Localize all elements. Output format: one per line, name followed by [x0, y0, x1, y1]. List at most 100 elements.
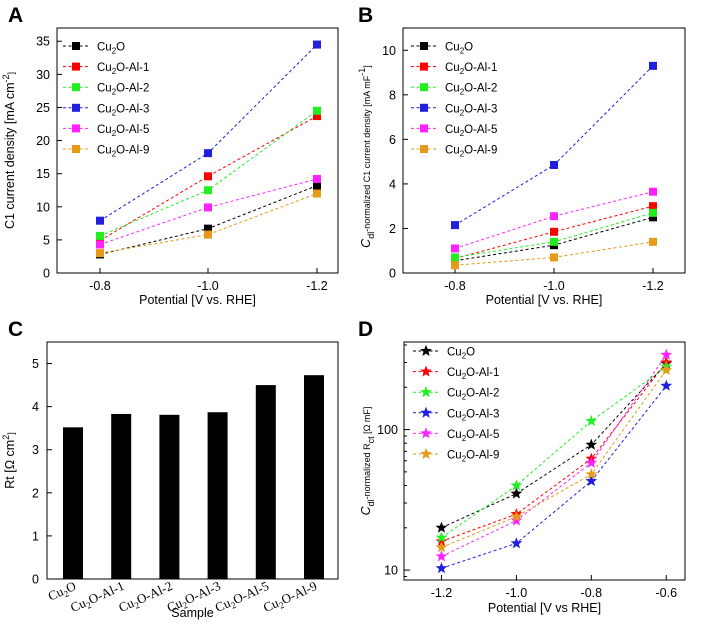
text-part: -1 [357, 68, 367, 76]
y-tick-label: 0 [43, 267, 50, 281]
x-tick-label-5: Cu2O-Al-9 [261, 578, 320, 617]
legend-marker-Cu2O-Al-5 [72, 124, 80, 133]
y-tick-label: 20 [36, 134, 50, 148]
series-line-Cu2O-Al-9 [441, 369, 667, 548]
y-tick-label: 2 [32, 486, 39, 500]
legend-label-Cu2O-Al-5: Cu2O-Al-5 [445, 124, 497, 138]
text-part: 2 [460, 129, 465, 138]
text-part: 2 [112, 88, 117, 97]
y-axis-title: C1 current density [mA cm-2] [1, 72, 17, 229]
data-point-Cu2O-Al-3-0 [435, 562, 448, 574]
x-tick-label: -0.8 [89, 279, 111, 293]
text-part: 2 [460, 88, 465, 97]
text-part: Cu [97, 124, 112, 136]
text-part: Cu [447, 429, 462, 441]
y-tick-label: 10 [384, 564, 398, 578]
data-point-Cu2O-Al-2-1 [550, 237, 558, 246]
text-part: C [359, 505, 373, 515]
bar-0 [63, 427, 83, 579]
text-part: Cu [445, 145, 460, 157]
data-point-Cu2O-Al-5-1 [204, 203, 212, 212]
y-tick-label: 3 [32, 443, 39, 457]
legend-label-Cu2O-Al-1: Cu2O-Al-1 [447, 367, 499, 381]
series-line-Cu2O-Al-9 [99, 193, 318, 254]
text-part: 2 [462, 434, 467, 443]
text-part: O-Al-3 [116, 103, 149, 115]
text-part: O [466, 347, 475, 359]
data-point-Cu2O-Al-5-0 [435, 550, 448, 562]
data-point-Cu2O-Al-3-2 [585, 474, 598, 487]
legend-label-Cu2O-Al-3: Cu2O-Al-3 [445, 103, 497, 117]
y-tick-label: 10 [382, 44, 396, 58]
series-line-Cu2O-Al-5 [441, 354, 667, 557]
x-axis-title: Potential [V vs RHE] [488, 601, 601, 615]
legend-marker-Cu2O-Al-5 [420, 124, 428, 133]
text-part: Cu [447, 408, 462, 420]
y-tick-label: 1 [32, 529, 39, 543]
text-part: O-Al-1 [464, 62, 497, 74]
legend-marker-Cu2O [420, 42, 428, 50]
text-part: Rt [Ω cm [3, 440, 17, 489]
data-point-Cu2O-Al-3-0 [451, 221, 459, 230]
legend-marker-Cu2O-Al-9 [420, 447, 432, 460]
plot-frame [56, 27, 339, 274]
text-part: 2 [462, 455, 467, 464]
legend-label-Cu2O: Cu2O [445, 42, 473, 56]
y-tick-label: 5 [32, 357, 39, 371]
x-tick-label-0: Cu2O [46, 578, 79, 605]
text-part: Cu [46, 583, 66, 603]
data-point-Cu2O-0 [435, 521, 448, 533]
series-line-Cu2O [441, 363, 667, 529]
data-point-Cu2O-2 [313, 181, 321, 190]
plot-frame [46, 341, 339, 580]
series-line-Cu2O [99, 185, 318, 255]
text-part: 2 [460, 67, 465, 76]
text-part: O-Al-9 [279, 578, 319, 607]
x-tick-label: -0.8 [444, 279, 466, 293]
text-part: O-Al-2 [116, 83, 149, 95]
data-point-Cu2O-Al-1-2 [649, 202, 657, 211]
y-tick-label: 6 [389, 133, 396, 147]
text-part: Cu [68, 595, 88, 615]
plot-frame [402, 27, 686, 274]
text-part: O [464, 42, 473, 54]
legend-label-Cu2O: Cu2O [447, 347, 475, 361]
text-part: ] [362, 65, 372, 68]
bar-4 [255, 385, 276, 579]
x-tick-label: -1.0 [543, 279, 565, 293]
data-point-Cu2O-Al-9-1 [550, 253, 558, 262]
text-part: ] [6, 432, 16, 435]
legend-marker-Cu2O [420, 344, 432, 357]
data-point-Cu2O-Al-5-1 [550, 212, 558, 221]
data-point-Cu2O-Al-9-2 [585, 468, 598, 480]
text-part: O-Al-5 [464, 124, 497, 136]
text-part: Cu [164, 595, 184, 615]
data-point-Cu2O-Al-9-2 [649, 237, 657, 246]
legend-label-Cu2O-Al-9: Cu2O-Al-9 [447, 450, 499, 464]
legend-marker-Cu2O-Al-3 [420, 406, 432, 418]
data-point-Cu2O-Al-9-1 [204, 230, 212, 239]
legend-marker-Cu2O-Al-5 [420, 427, 432, 439]
legend-marker-Cu2O-Al-1 [420, 365, 432, 377]
x-tick-label-1: Cu2O-Al-1 [68, 578, 127, 617]
data-point-Cu2O-Al-3-1 [510, 537, 523, 549]
text-part: 2 [85, 600, 93, 611]
data-point-Cu2O-Al-3-1 [550, 160, 558, 169]
bar-2 [159, 414, 180, 579]
text-part: O-Al-5 [466, 429, 499, 441]
data-point-Cu2O-Al-5-1 [510, 514, 523, 526]
data-point-Cu2O-Al-2-0 [435, 531, 448, 543]
text-part: Cu [261, 595, 281, 615]
text-part: 2 [112, 67, 117, 76]
y-tick-label: 5 [43, 233, 50, 247]
text-part: O-Al-3 [464, 103, 497, 115]
text-part: 2 [112, 129, 117, 138]
data-point-Cu2O-Al-2-1 [204, 186, 212, 195]
text-part: Cu [445, 42, 460, 54]
data-point-Cu2O-Al-5-2 [649, 187, 657, 196]
y-tick-label: 25 [36, 101, 50, 115]
legend-label-Cu2O-Al-2: Cu2O-Al-2 [97, 83, 149, 97]
legend-marker-Cu2O-Al-2 [72, 83, 80, 92]
text-part: O-Al-2 [464, 83, 497, 95]
data-point-Cu2O-Al-1-0 [435, 535, 448, 547]
